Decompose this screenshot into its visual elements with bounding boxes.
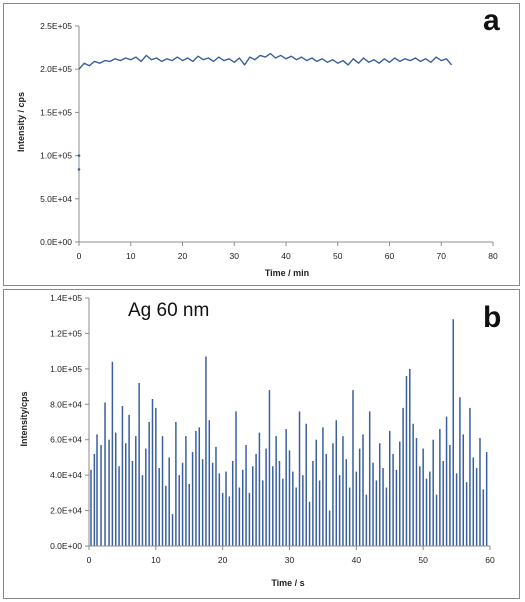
panel-b-y-tick-label: 4.0E+04: [50, 470, 82, 480]
panel-a-x-tick-label: 60: [385, 251, 395, 261]
panel-a-y-tick-label: 5.0E+04: [40, 194, 72, 204]
panel-b-x-tick-label: 60: [485, 555, 495, 565]
panel-b-x-tick-label: 50: [418, 555, 428, 565]
panel-b-y-tick-label: 8.0E+04: [50, 399, 82, 409]
panel-a-y-tick-label: 2.0E+05: [40, 64, 72, 74]
panel-b-x-tick-label: 40: [352, 555, 362, 565]
panel-b-plot: 0.0E+00 2.0E+04 4.0E+04 6.0E+04 8.0E+04 1.0E+…: [50, 293, 495, 565]
panel-a-x-tick-label: 10: [126, 251, 136, 261]
panel-a-y-tick-label: 0.0E+00: [40, 237, 72, 247]
panel-a-outlier-point: [77, 168, 81, 171]
panel-b-x-tick-label: 10: [151, 555, 161, 565]
panel-a-x-tick-label: 50: [333, 251, 343, 261]
panel-b-x-tick-label: 0: [87, 555, 92, 565]
panel-b-y-tick-label: 2.0E+04: [50, 506, 82, 516]
panel-a-y-tick-label: 1.5E+05: [40, 107, 72, 117]
panel-b-letter: b: [483, 301, 501, 334]
panel-a-x-axis-label: Time / min: [265, 268, 309, 278]
panel-b-x-tick-label: 30: [285, 555, 295, 565]
panel-b-x-tick-label: 20: [218, 555, 228, 565]
panel-b-annotation: Ag 60 nm: [128, 300, 209, 321]
panel-b-y-tick-label: 0.0E+00: [50, 541, 82, 551]
panel-a-y-tick-label: 1.0E+05: [40, 151, 72, 161]
panel-a-outlier-point: [77, 154, 81, 157]
panel-b-y-tick-label: 6.0E+04: [50, 435, 82, 445]
panel-a: [3, 3, 520, 286]
panel-a-x-tick-label: 70: [437, 251, 447, 261]
panel-b-y-tick-label: 1.2E+05: [50, 328, 82, 338]
panel-b-y-tick-label: 1.4E+05: [50, 293, 82, 303]
panel-b-y-axis-label: Intensity/cps: [19, 391, 29, 446]
panel-a-x-tick-label: 80: [488, 251, 498, 261]
panel-a-x-tick-label: 20: [178, 251, 188, 261]
panel-b-y-tick-label: 1.0E+05: [50, 364, 82, 374]
panel-a-y-axis-label: Intensity / cps: [16, 92, 26, 152]
panel-a-x-tick-label: 40: [281, 251, 291, 261]
panel-a-x-tick-label: 30: [230, 251, 240, 261]
panel-a-plot: 0.0E+00 5.0E+04 1.0E+05 1.5E+05 2.0E+05 2.5E+…: [40, 21, 498, 261]
panel-a-letter: a: [483, 4, 500, 37]
panel-a-series-line: [78, 52, 453, 70]
panel-b-x-axis-label: Time / s: [271, 578, 304, 588]
panel-a-y-tick-label: 2.5E+05: [40, 21, 72, 31]
panel-a-x-tick-label: 0: [77, 251, 82, 261]
